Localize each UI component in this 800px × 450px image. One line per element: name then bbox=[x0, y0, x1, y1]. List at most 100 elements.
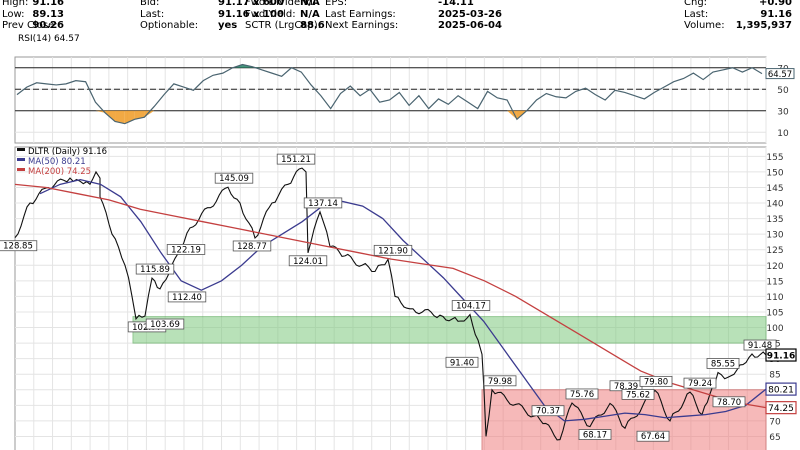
price-annotation-label: 79.80 bbox=[644, 377, 668, 387]
price-tick-label: 155 bbox=[766, 153, 783, 163]
price-annotation-box bbox=[145, 318, 185, 330]
rsi-tick-label: 50 bbox=[777, 86, 789, 96]
price-tick-label: 105 bbox=[766, 308, 783, 318]
price-annotation-box bbox=[531, 405, 565, 417]
rsi-tick-label: 10 bbox=[777, 129, 789, 139]
price-tick-label: 70 bbox=[769, 417, 781, 427]
quote-value: yes bbox=[218, 20, 238, 31]
price-annotation-box bbox=[706, 358, 740, 369]
price-tick-label: 110 bbox=[766, 293, 783, 303]
quote-value: 91.16 x 100 bbox=[218, 8, 284, 20]
quote-label: Low: bbox=[2, 8, 25, 20]
quote-value: 91.16 bbox=[32, 0, 64, 8]
price-annotation-label: 104.17 bbox=[456, 302, 486, 312]
quote-value: N/A bbox=[300, 0, 320, 8]
price-annotation-label: 121.90 bbox=[378, 246, 408, 256]
rsi-tick-label: 30 bbox=[777, 107, 789, 117]
quote-value: N/A bbox=[300, 8, 320, 20]
price-annotation-label: 78.70 bbox=[717, 398, 741, 408]
rsi-oversold-fill bbox=[95, 110, 106, 113]
legend-swatch bbox=[17, 148, 25, 151]
price-annotation-label: 85.55 bbox=[711, 359, 735, 369]
price-tick-label: 65 bbox=[769, 433, 780, 443]
price-annotation-box bbox=[683, 377, 717, 389]
legend-entry: DLTR (Daily) 91.16 bbox=[28, 147, 107, 157]
price-tag-text: 80.21 bbox=[768, 386, 794, 396]
price-annotation-box bbox=[288, 255, 328, 267]
quote-value: 88.6 bbox=[300, 20, 325, 31]
price-tag-box bbox=[765, 401, 797, 415]
price-tick-label: 150 bbox=[766, 168, 783, 178]
quote-value: 90.26 bbox=[32, 20, 64, 31]
quote-label: Next Earnings: bbox=[325, 20, 399, 31]
quote-value: 2025-06-04 bbox=[438, 20, 502, 31]
price-annotation-label: 78.39 bbox=[614, 382, 638, 392]
price-annotation-label: 124.01 bbox=[293, 257, 323, 267]
price-tag-text: 91.16 bbox=[767, 352, 795, 362]
quote-value: 2025-03-26 bbox=[438, 8, 502, 20]
quote-label: Last: bbox=[140, 8, 165, 20]
quote-value: 89.13 bbox=[32, 8, 64, 20]
price-annotation-box bbox=[483, 375, 517, 387]
price-annotation-box bbox=[135, 263, 175, 275]
price-tag-box bbox=[765, 348, 797, 362]
price-annotation-label: 103.69 bbox=[150, 320, 180, 330]
price-annotation-box bbox=[167, 291, 207, 303]
quote-value: -14.11 bbox=[438, 0, 474, 8]
rsi-value-tag bbox=[765, 68, 795, 80]
rsi-oversold-fill bbox=[144, 110, 155, 118]
rsi-legend-label: RSI(14) 64.57 bbox=[18, 34, 80, 44]
price-annotation-label: 79.24 bbox=[688, 379, 712, 389]
price-annotation-box bbox=[743, 339, 777, 351]
price-annotation-box bbox=[303, 197, 343, 209]
rsi-oversold-fill bbox=[507, 110, 517, 120]
price-tick-label: 115 bbox=[766, 277, 783, 287]
quote-label: High: bbox=[2, 0, 29, 8]
price-annotation-label: 79.98 bbox=[488, 377, 512, 387]
legend-entry: MA(200) 74.25 bbox=[28, 167, 91, 177]
rsi-line bbox=[16, 63, 763, 125]
price-annotation-box bbox=[621, 388, 655, 400]
price-annotation-label: 68.17 bbox=[583, 431, 607, 441]
price-annotation-box bbox=[373, 244, 413, 256]
quote-value: +0.90 bbox=[758, 0, 792, 8]
price-tick-label: 145 bbox=[766, 184, 783, 194]
quote-label: EPS: bbox=[325, 0, 348, 8]
price-annotation-label: 91.40 bbox=[450, 358, 474, 368]
price-annotation-box bbox=[578, 429, 612, 440]
price-annotation-box bbox=[445, 356, 479, 368]
price-annotation-box bbox=[451, 300, 491, 311]
price-annotation-box bbox=[0, 240, 38, 252]
legend-swatch bbox=[17, 168, 25, 171]
quote-label: Volume: bbox=[684, 20, 725, 31]
quote-label: Last Earnings: bbox=[325, 8, 396, 20]
price-annotation-label: 91.48 bbox=[748, 341, 772, 351]
price-annotation-box bbox=[565, 388, 599, 400]
price-annotation-label: 112.40 bbox=[172, 293, 202, 303]
price-annotation-label: 122.19 bbox=[171, 245, 201, 255]
price-annotation-label: 151.21 bbox=[281, 155, 311, 165]
quote-label: SCTR (LrgCap): bbox=[245, 20, 322, 31]
price-annotation-box bbox=[232, 240, 272, 252]
rsi-oversold-fill bbox=[115, 110, 125, 124]
price-annotation-box bbox=[636, 430, 670, 442]
rsi-oversold-fill bbox=[124, 110, 135, 124]
quote-value: 1,395,937 bbox=[735, 20, 792, 31]
quote-label: Fwd Dividend: bbox=[245, 0, 317, 8]
price-annotation-box bbox=[214, 172, 254, 184]
price-tick-label: 125 bbox=[766, 246, 783, 256]
price-tick-label: 140 bbox=[766, 200, 783, 210]
price-tick-label: 100 bbox=[766, 324, 783, 334]
ma50-line bbox=[39, 179, 767, 422]
quote-label: Fwd Yield: bbox=[245, 8, 296, 20]
legend-swatch bbox=[17, 158, 25, 161]
price-annotation-box bbox=[276, 153, 316, 165]
quote-label: Bid: bbox=[140, 0, 160, 8]
price-annotation-label: 75.76 bbox=[570, 390, 594, 400]
price-annotation-box bbox=[166, 244, 206, 255]
quote-label: Optionable: bbox=[140, 20, 199, 31]
price-annotation-box bbox=[639, 375, 673, 387]
price-annotation-label: 67.64 bbox=[641, 432, 665, 442]
